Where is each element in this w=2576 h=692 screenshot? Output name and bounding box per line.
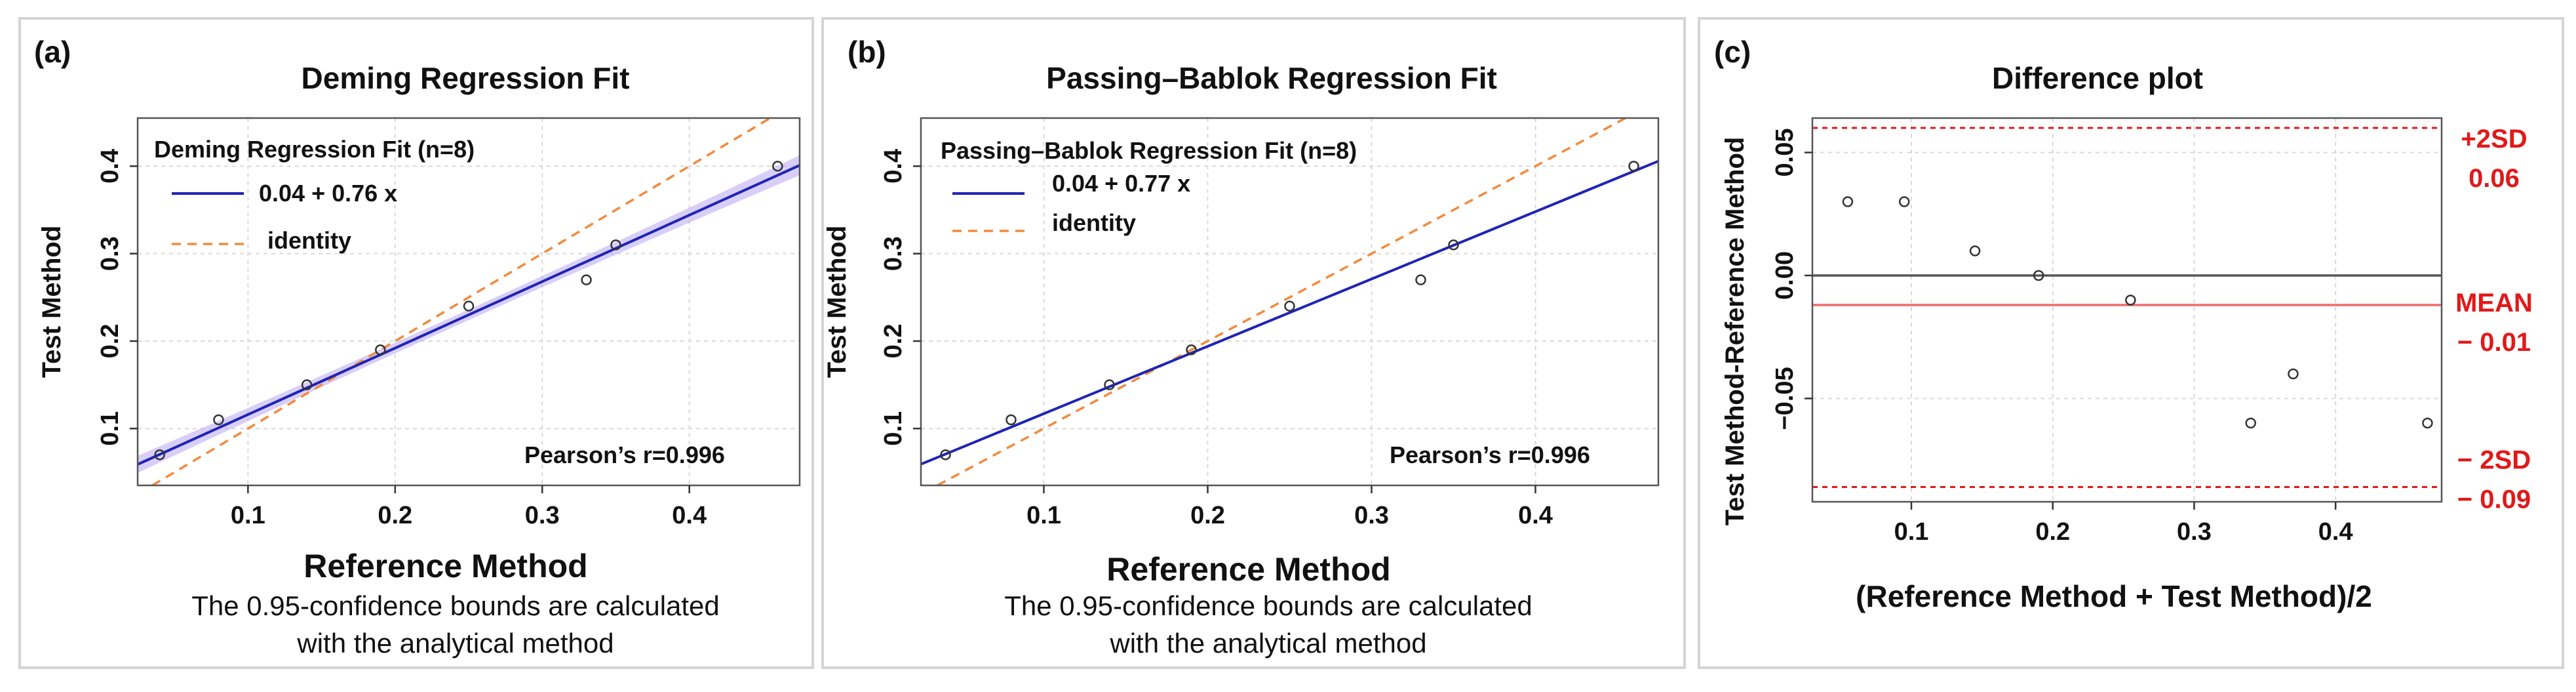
- reference-label: MEAN: [2455, 289, 2533, 317]
- x-tick-label: 0.4: [2318, 518, 2353, 546]
- panel-b-identity-line: [937, 117, 1626, 487]
- data-point: [2245, 417, 2257, 429]
- data-point: [375, 344, 386, 356]
- reference-value-label: − 0.09: [2457, 485, 2531, 514]
- panel-c-xlabel: (Reference Method + Test Method)/2: [1856, 579, 2372, 613]
- data-point: [1284, 300, 1295, 312]
- panel-a-grid: [138, 118, 800, 485]
- panel-b: (b) Passing–Bablok Regression Fit 0.1 0.2…: [821, 17, 1686, 669]
- panel-a-pearson-annotation: Pearson’s r=0.996: [524, 441, 725, 468]
- data-point: [1898, 196, 1910, 207]
- panel-c-points: [1842, 196, 2433, 429]
- data-point: [1628, 161, 1639, 172]
- x-tick-label: 0.2: [2035, 518, 2070, 546]
- panel-b-xlabel: Reference Method: [1106, 551, 1390, 588]
- y-tick-label: 0.00: [1771, 251, 1799, 300]
- panel-b-title: Passing–Bablok Regression Fit: [1046, 61, 1497, 95]
- y-tick-label: 0.3: [96, 236, 124, 271]
- x-tick-label: 0.3: [1354, 502, 1389, 529]
- panel-c-plot-box: [1811, 117, 2443, 503]
- data-point: [463, 300, 475, 312]
- panel-b-ticks: 0.1 0.2 0.3 0.4 0.1 0.2 0.3 0.4: [880, 149, 1553, 529]
- panel-c-ticks: 0.1 0.2 0.3 0.4 0.05 0.00 −0.05: [1771, 129, 2353, 546]
- panel-b-letter: (b): [848, 35, 886, 69]
- y-tick-label: 0.2: [880, 324, 907, 359]
- x-tick-label: 0.1: [1026, 502, 1061, 529]
- panel-b-note-line-1: The 0.95-confidence bounds are calculate…: [1004, 590, 1532, 621]
- panel-c-letter: (c): [1714, 35, 1751, 69]
- y-tick-label: 0.4: [880, 149, 907, 184]
- panel-a: (a) Deming Regression Fit 0.1 0.2 0.3 0.40.…: [18, 17, 814, 669]
- panel-c-frame: [1698, 17, 2564, 669]
- panel-a-legend-identity-label: identity: [267, 227, 351, 254]
- reference-label: +2SD: [2461, 125, 2527, 153]
- y-tick-label: 0.2: [96, 324, 124, 359]
- data-point: [581, 274, 592, 285]
- x-tick-label: 0.3: [525, 502, 560, 529]
- panel-a-ylabel: Test Method: [37, 226, 66, 378]
- y-tick-label: 0.1: [880, 411, 907, 446]
- panel-b-pearson-annotation: Pearson’s r=0.996: [1390, 441, 1590, 468]
- data-point: [1415, 274, 1426, 285]
- panel-a-legend-title: Deming Regression Fit (n=8): [154, 136, 475, 163]
- x-tick-label: 0.1: [231, 502, 265, 529]
- data-point: [213, 414, 224, 426]
- x-tick-label: 0.4: [1518, 502, 1553, 529]
- panel-c: (c) Difference plot 0.1 0.2 0.3 0.4 0.05 0.00…: [1698, 17, 2564, 669]
- panel-a-title: Deming Regression Fit: [302, 61, 630, 95]
- y-tick-label: 0.3: [880, 236, 907, 271]
- data-point: [1005, 414, 1017, 426]
- x-tick-label: 0.3: [2177, 518, 2212, 546]
- panel-a-note-line-1: The 0.95-confidence bounds are calculate…: [191, 590, 720, 621]
- data-point: [154, 449, 165, 460]
- data-point: [2033, 270, 2044, 281]
- data-point: [610, 239, 621, 251]
- panel-a-identity-line: [151, 117, 771, 487]
- data-point: [1104, 379, 1115, 390]
- data-point: [2422, 417, 2433, 429]
- panel-b-legend-fit-label: 0.04 + 0.77 x: [1052, 170, 1190, 197]
- data-point: [2288, 368, 2299, 380]
- y-tick-label: 0.05: [1771, 129, 1799, 177]
- data-point: [1448, 239, 1459, 251]
- panel-a-legend-fit-label: 0.04 + 0.76 x: [259, 180, 397, 207]
- y-tick-label: −0.05: [1771, 367, 1799, 430]
- panel-a-letter: (a): [34, 35, 71, 69]
- panel-a-points: [154, 161, 783, 460]
- panel-b-note-line-2: with the analytical method: [1109, 628, 1426, 659]
- panel-b-points: [940, 161, 1639, 460]
- y-tick-label: 0.1: [96, 411, 124, 446]
- x-tick-label: 0.2: [1190, 502, 1225, 529]
- data-point: [1842, 196, 1854, 207]
- panel-c-reference-labels: +2SD 0.06 MEAN − 0.01 − 2SD − 0.09: [2455, 125, 2533, 514]
- reference-value-label: − 0.01: [2457, 328, 2531, 357]
- y-tick-label: 0.4: [96, 149, 124, 184]
- x-tick-label: 0.2: [378, 502, 412, 529]
- panel-b-plot-box: [920, 117, 1660, 487]
- panel-a-fit-line: [137, 164, 800, 466]
- data-point: [940, 449, 951, 460]
- panel-a-note-line-2: with the analytical method: [296, 628, 614, 659]
- panel-b-frame: [821, 17, 1686, 669]
- panel-c-title: Difference plot: [1992, 61, 2203, 95]
- x-tick-label: 0.1: [1894, 518, 1929, 546]
- data-point: [1969, 245, 1981, 256]
- panel-b-fit-line: [920, 159, 1659, 466]
- data-point: [2125, 295, 2136, 306]
- x-tick-label: 0.4: [672, 502, 707, 529]
- reference-value-label: 0.06: [2469, 164, 2520, 193]
- data-point: [1186, 344, 1197, 356]
- panel-b-ylabel: Test Method: [823, 226, 851, 378]
- panel-a-plot-box: [136, 117, 801, 487]
- panel-a-xlabel: Reference Method: [303, 548, 587, 584]
- panel-b-legend-title: Passing–Bablok Regression Fit (n=8): [941, 137, 1357, 164]
- panel-c-reference-lines: [1812, 127, 2442, 488]
- reference-label: − 2SD: [2457, 446, 2531, 475]
- panel-c-ylabel: Test Method-Reference Method: [1721, 137, 1749, 526]
- panel-b-legend-identity-label: identity: [1052, 209, 1136, 236]
- panel-a-ticks: 0.1 0.2 0.3 0.4 0.1 0.2 0.3 0.4: [96, 149, 707, 529]
- data-point: [772, 161, 783, 172]
- data-point: [301, 379, 313, 390]
